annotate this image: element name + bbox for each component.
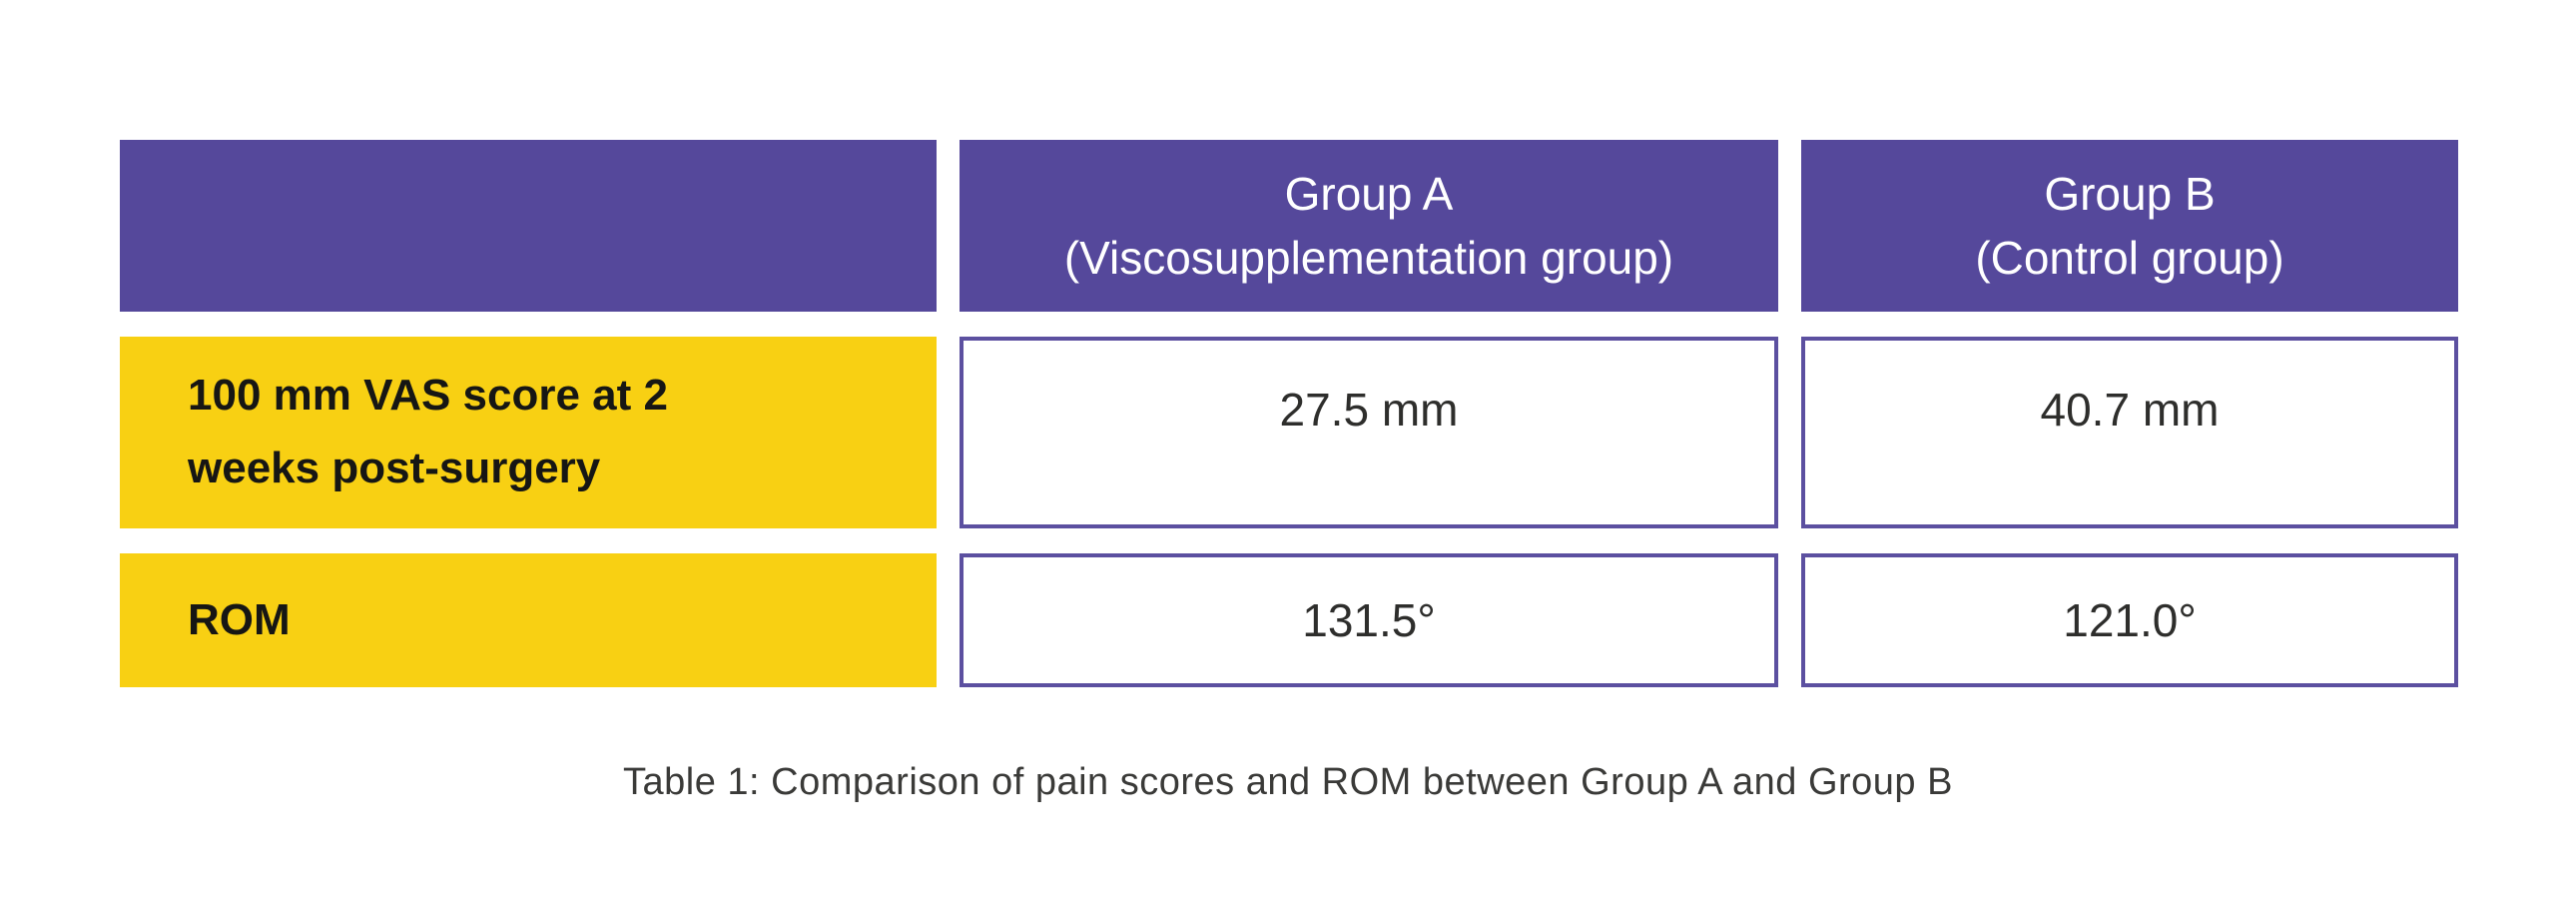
comparison-table: Group A (Viscosupplementation group) Gro…: [120, 140, 2458, 687]
row-label-vas-score: 100 mm VAS score at 2 weeks post-surgery: [120, 337, 937, 528]
header-cell-group-a: Group A (Viscosupplementation group): [960, 140, 1778, 312]
value-cell-rom-group-a: 131.5°: [960, 553, 1778, 687]
header-cell-group-b: Group B (Control group): [1801, 140, 2458, 312]
table-caption: Table 1: Comparison of pain scores and R…: [623, 761, 1953, 803]
value-cell-rom-group-b: 121.0°: [1801, 553, 2458, 687]
value-cell-vas-group-a: 27.5 mm: [960, 337, 1778, 528]
header-cell-empty: [120, 140, 937, 312]
row-label-rom: ROM: [120, 553, 937, 687]
value-cell-vas-group-b: 40.7 mm: [1801, 337, 2458, 528]
